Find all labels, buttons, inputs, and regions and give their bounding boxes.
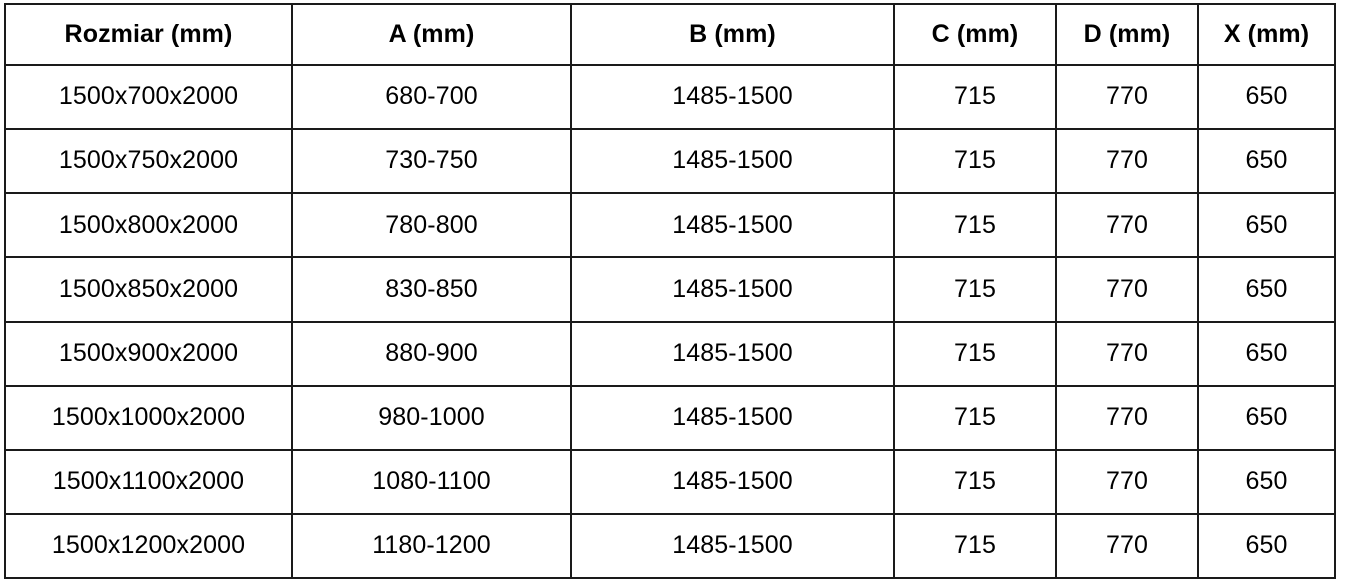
shower-enclosure-dimensions-table: Rozmiar (mm) A (mm) B (mm) C (mm) D (mm)… <box>4 3 1336 580</box>
spec-table-container: Rozmiar (mm) A (mm) B (mm) C (mm) D (mm)… <box>4 3 1336 580</box>
table-row: 1500x800x2000 780-800 1485-1500 715 770 … <box>4 192 1336 259</box>
cell-b: 1485-1500 <box>570 256 895 323</box>
cell-b: 1485-1500 <box>570 63 895 131</box>
cell-d: 770 <box>1055 448 1199 515</box>
cell-size: 1500x850x2000 <box>4 256 293 323</box>
cell-x: 650 <box>1197 192 1336 259</box>
cell-d: 770 <box>1055 256 1199 323</box>
table-header: Rozmiar (mm) A (mm) B (mm) C (mm) D (mm)… <box>4 3 1336 66</box>
cell-d: 770 <box>1055 512 1199 580</box>
cell-b: 1485-1500 <box>570 512 895 580</box>
column-header-x: X (mm) <box>1197 3 1336 66</box>
cell-d: 770 <box>1055 192 1199 259</box>
cell-x: 650 <box>1197 320 1336 387</box>
cell-d: 770 <box>1055 384 1199 451</box>
cell-c: 715 <box>893 320 1057 387</box>
cell-a: 680-700 <box>291 63 572 131</box>
column-header-b: B (mm) <box>570 3 895 66</box>
column-header-d: D (mm) <box>1055 3 1199 66</box>
table-row: 1500x1200x2000 1180-1200 1485-1500 715 7… <box>4 512 1336 580</box>
cell-b: 1485-1500 <box>570 384 895 451</box>
cell-size: 1500x1100x2000 <box>4 448 293 515</box>
cell-size: 1500x1200x2000 <box>4 512 293 580</box>
cell-c: 715 <box>893 192 1057 259</box>
cell-c: 715 <box>893 128 1057 195</box>
cell-size: 1500x700x2000 <box>4 63 293 131</box>
cell-c: 715 <box>893 256 1057 323</box>
cell-a: 880-900 <box>291 320 572 387</box>
cell-a: 980-1000 <box>291 384 572 451</box>
cell-c: 715 <box>893 384 1057 451</box>
cell-a: 830-850 <box>291 256 572 323</box>
column-header-size: Rozmiar (mm) <box>4 3 293 66</box>
cell-b: 1485-1500 <box>570 320 895 387</box>
cell-a: 1180-1200 <box>291 512 572 580</box>
table-body: 1500x700x2000 680-700 1485-1500 715 770 … <box>4 63 1336 580</box>
cell-d: 770 <box>1055 63 1199 131</box>
cell-size: 1500x800x2000 <box>4 192 293 259</box>
table-row: 1500x750x2000 730-750 1485-1500 715 770 … <box>4 128 1336 195</box>
table-row: 1500x1100x2000 1080-1100 1485-1500 715 7… <box>4 448 1336 515</box>
cell-a: 1080-1100 <box>291 448 572 515</box>
cell-x: 650 <box>1197 448 1336 515</box>
cell-x: 650 <box>1197 256 1336 323</box>
cell-a: 780-800 <box>291 192 572 259</box>
table-row: 1500x850x2000 830-850 1485-1500 715 770 … <box>4 256 1336 323</box>
table-row: 1500x700x2000 680-700 1485-1500 715 770 … <box>4 63 1336 131</box>
cell-x: 650 <box>1197 128 1336 195</box>
cell-x: 650 <box>1197 63 1336 131</box>
table-row: 1500x900x2000 880-900 1485-1500 715 770 … <box>4 320 1336 387</box>
table-header-row: Rozmiar (mm) A (mm) B (mm) C (mm) D (mm)… <box>4 3 1336 66</box>
cell-size: 1500x900x2000 <box>4 320 293 387</box>
cell-b: 1485-1500 <box>570 128 895 195</box>
cell-c: 715 <box>893 448 1057 515</box>
table-row: 1500x1000x2000 980-1000 1485-1500 715 77… <box>4 384 1336 451</box>
cell-size: 1500x1000x2000 <box>4 384 293 451</box>
cell-size: 1500x750x2000 <box>4 128 293 195</box>
cell-a: 730-750 <box>291 128 572 195</box>
cell-d: 770 <box>1055 128 1199 195</box>
cell-x: 650 <box>1197 512 1336 580</box>
cell-b: 1485-1500 <box>570 448 895 515</box>
cell-c: 715 <box>893 63 1057 131</box>
cell-c: 715 <box>893 512 1057 580</box>
cell-x: 650 <box>1197 384 1336 451</box>
column-header-a: A (mm) <box>291 3 572 66</box>
column-header-c: C (mm) <box>893 3 1057 66</box>
cell-b: 1485-1500 <box>570 192 895 259</box>
cell-d: 770 <box>1055 320 1199 387</box>
